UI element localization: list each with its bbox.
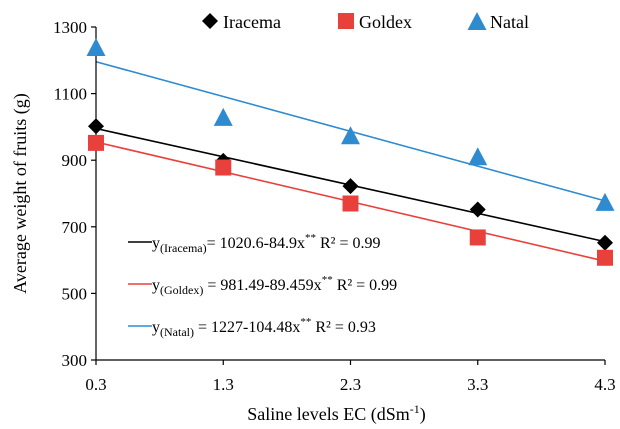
point-goldex	[342, 195, 359, 212]
point-iracema	[469, 201, 486, 218]
x-tick-label: 4.3	[594, 375, 615, 394]
x-axis-label: Saline levels EC (dSm-1)	[247, 402, 425, 425]
point-goldex	[215, 159, 232, 176]
legend-marker-goldex	[338, 13, 354, 29]
point-goldex	[597, 249, 613, 266]
point-natal	[595, 192, 615, 211]
x-tick-label: 0.3	[85, 375, 106, 394]
x-tick-label: 1.3	[213, 375, 234, 394]
ticks: 300 500 700 900 1100 1300 0.3 1.3 2.3 3.3 4.3	[53, 18, 616, 394]
point-iracema	[597, 234, 613, 251]
point-goldex	[469, 229, 486, 246]
y-tick-label: 700	[62, 218, 88, 237]
trend-equations: y(Iracema)= 1020.6-84.9x** R² = 0.99 y(Gol…	[128, 232, 397, 339]
point-goldex	[88, 134, 104, 151]
legend: Iracema Goldex Natal	[202, 12, 529, 32]
point-iracema	[88, 118, 104, 135]
x-axis-label-main: Saline levels EC (dSm	[247, 404, 409, 425]
point-natal	[341, 126, 360, 145]
y-axis-label: Average weight of fruits (g)	[10, 93, 31, 294]
legend-label-natal: Natal	[490, 12, 529, 32]
point-iracema	[342, 178, 359, 195]
x-tick-label: 3.3	[467, 375, 488, 394]
point-natal	[213, 107, 233, 126]
point-natal	[468, 147, 488, 166]
x-axis-label-end: )	[420, 404, 426, 425]
y-tick-label: 300	[62, 351, 88, 370]
trendlines	[95, 60, 606, 262]
y-tick-label: 1100	[54, 85, 87, 104]
equation-iracema: y(Iracema)= 1020.6-84.9x** R² = 0.99	[152, 232, 380, 255]
x-axis-label-sup: -1	[410, 402, 420, 416]
y-tick-label: 500	[62, 284, 88, 303]
legend-marker-iracema	[202, 13, 218, 29]
equation-natal: y(Natal) = 1227-104.48x** R² = 0.93	[152, 316, 376, 339]
point-natal	[86, 37, 106, 56]
legend-marker-natal	[467, 12, 487, 30]
legend-label-goldex: Goldex	[359, 12, 412, 32]
y-tick-label: 900	[62, 151, 88, 170]
equation-goldex: y(Goldex) = 981.49-89.459x** R² = 0.99	[152, 274, 397, 297]
y-tick-label: 1300	[53, 18, 87, 37]
markers	[86, 37, 615, 266]
legend-label-iracema: Iracema	[223, 12, 281, 32]
x-tick-label: 2.3	[340, 375, 361, 394]
